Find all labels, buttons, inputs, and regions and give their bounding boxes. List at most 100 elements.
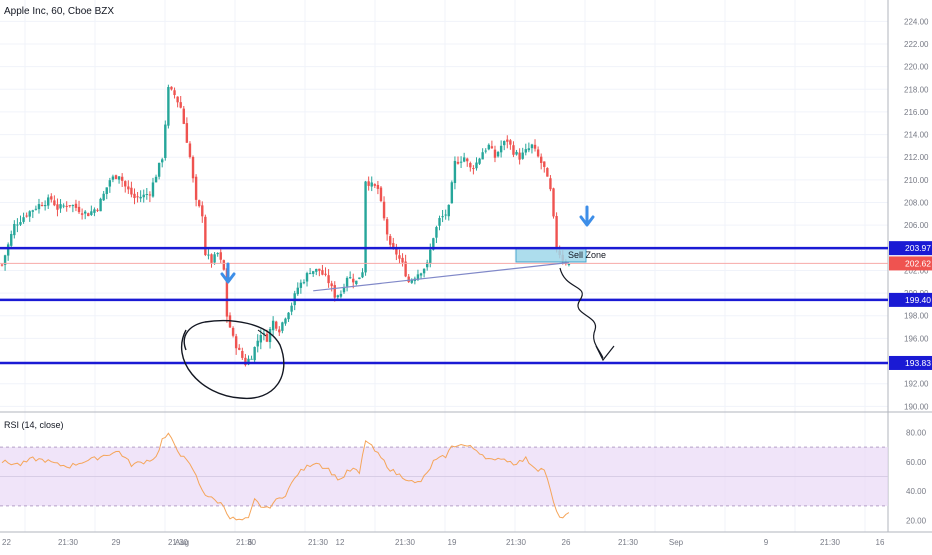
candle-body bbox=[262, 333, 266, 335]
candle-body bbox=[379, 187, 383, 202]
candle-body bbox=[521, 152, 524, 159]
candle-body bbox=[515, 151, 518, 155]
candle-body bbox=[114, 175, 118, 179]
level-price-tag-label: 193.83 bbox=[905, 358, 931, 368]
current-price-tag bbox=[889, 256, 932, 271]
candle-body bbox=[336, 295, 340, 298]
candle-body bbox=[324, 273, 327, 275]
candle-body bbox=[136, 196, 139, 198]
candle-body bbox=[536, 149, 540, 157]
candle-body bbox=[173, 90, 176, 96]
candle-body bbox=[284, 318, 287, 324]
candle-body bbox=[16, 224, 19, 226]
level-price-tag bbox=[889, 241, 932, 256]
time-axis-tick: 21:30 bbox=[236, 538, 257, 547]
candle-body bbox=[247, 358, 250, 365]
candle-body bbox=[204, 216, 207, 255]
candle-body bbox=[127, 186, 130, 190]
candle-body bbox=[490, 146, 494, 149]
candle-body bbox=[145, 193, 149, 195]
candle-body bbox=[87, 213, 90, 217]
candle-body bbox=[108, 180, 112, 187]
candle-body bbox=[225, 268, 229, 317]
candle-body bbox=[124, 181, 127, 187]
candle-body bbox=[10, 233, 13, 246]
candle-body bbox=[133, 193, 136, 198]
price-axis-tick: 216.00 bbox=[904, 108, 929, 117]
candle-body bbox=[539, 156, 543, 163]
candle-body bbox=[250, 358, 253, 360]
candle-body bbox=[475, 162, 478, 169]
candle-body bbox=[268, 329, 272, 343]
candle-body bbox=[444, 214, 447, 216]
price-axis-tick: 196.00 bbox=[904, 334, 929, 343]
time-axis-tick: 21:30 bbox=[58, 538, 79, 547]
candle-body bbox=[22, 217, 25, 222]
candle-body bbox=[407, 276, 410, 282]
rsi-line bbox=[1, 432, 570, 521]
candle-body bbox=[549, 178, 552, 190]
trendline[interactable] bbox=[313, 261, 569, 292]
candle-body bbox=[543, 161, 546, 167]
projection-path[interactable] bbox=[559, 267, 604, 359]
down-arrow-icon bbox=[220, 262, 236, 284]
time-axis-tick: 21:30 bbox=[618, 538, 639, 547]
level-price-tag bbox=[889, 355, 932, 370]
candle-body bbox=[385, 219, 389, 235]
price-axis-tick: 214.00 bbox=[904, 131, 929, 140]
candle-body bbox=[453, 160, 457, 184]
candle-body bbox=[13, 223, 16, 236]
candle-body bbox=[466, 158, 469, 162]
candle-body bbox=[376, 184, 380, 189]
candle-body bbox=[74, 203, 78, 208]
candle-body bbox=[496, 152, 500, 157]
candle-body bbox=[499, 145, 503, 153]
candle-body bbox=[191, 156, 195, 179]
time-axis-tick: 21:30 bbox=[395, 538, 416, 547]
candle-body bbox=[509, 140, 512, 145]
candle-body bbox=[50, 196, 53, 200]
candle-body bbox=[197, 200, 201, 207]
current-price-tag-label: 202.62 bbox=[905, 258, 931, 268]
candle-body bbox=[327, 275, 330, 284]
candle-body bbox=[71, 205, 75, 207]
candle-body bbox=[342, 287, 346, 293]
candle-body bbox=[0, 264, 4, 266]
candle-body bbox=[438, 218, 441, 226]
candle-body bbox=[142, 194, 145, 198]
candle-body bbox=[37, 204, 41, 210]
time-axis-tick: Aug bbox=[175, 538, 189, 547]
candle-body bbox=[364, 181, 367, 273]
price-axis-tick: 210.00 bbox=[904, 176, 929, 185]
candle-body bbox=[546, 168, 549, 177]
candle-body bbox=[34, 208, 38, 210]
candle-body bbox=[148, 194, 152, 196]
candle-body bbox=[105, 187, 108, 195]
candle-body bbox=[462, 157, 466, 162]
candle-body bbox=[278, 329, 281, 333]
candle-body bbox=[56, 204, 59, 210]
candle-body bbox=[96, 209, 99, 211]
candle-body bbox=[188, 143, 192, 157]
candle-body bbox=[506, 139, 509, 142]
candle-body bbox=[213, 254, 216, 263]
candle-body bbox=[481, 152, 484, 160]
candle-body bbox=[102, 193, 105, 201]
candle-body bbox=[120, 176, 124, 181]
candle-body bbox=[28, 211, 31, 217]
level-price-tag bbox=[889, 292, 932, 307]
candle-body bbox=[345, 277, 349, 287]
time-axis-tick: 19 bbox=[448, 538, 457, 547]
candle-body bbox=[296, 287, 299, 295]
candle-body bbox=[219, 252, 222, 260]
candle-body bbox=[308, 273, 312, 275]
candle-body bbox=[321, 270, 324, 275]
candle-body bbox=[241, 351, 244, 358]
circle-annotation[interactable] bbox=[180, 319, 285, 399]
candle-body bbox=[348, 277, 352, 279]
candle-body bbox=[201, 205, 204, 217]
price-axis-tick: 218.00 bbox=[904, 85, 929, 94]
price-axis-tick: 192.00 bbox=[904, 380, 929, 389]
